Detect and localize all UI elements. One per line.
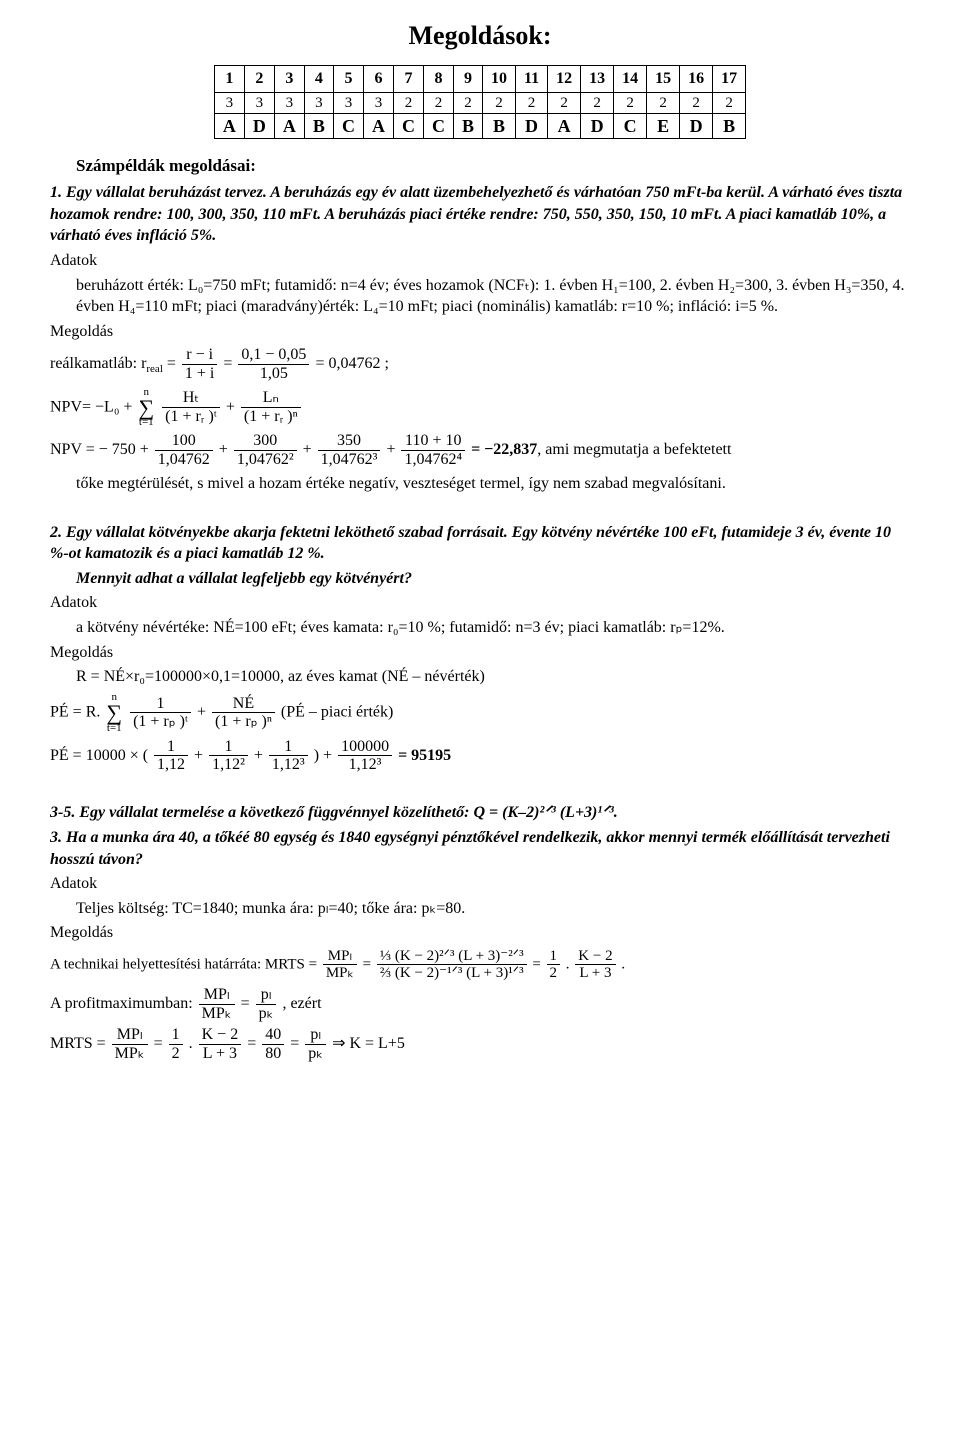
cell: 3: [333, 92, 363, 113]
cell: A: [214, 113, 244, 138]
cell: 2: [244, 66, 274, 93]
cell: D: [515, 113, 547, 138]
eq-pe-formula: PÉ = R. n∑t=1 1(1 + rₚ )ᵗ + NÉ(1 + rₚ )ⁿ…: [50, 692, 910, 734]
cell: D: [581, 113, 614, 138]
cell: 2: [548, 92, 581, 113]
cell: A: [274, 113, 304, 138]
cell: 2: [614, 92, 647, 113]
cell: 3: [244, 92, 274, 113]
cell: 3: [214, 92, 244, 113]
cell: 3: [274, 66, 304, 93]
cell: 14: [614, 66, 647, 93]
cell: 16: [680, 66, 713, 93]
cell: D: [244, 113, 274, 138]
label-megoldas: Megoldás: [50, 321, 910, 343]
eq-annual-interest: R = NÉ×r₀=100000×0,1=10000, az éves kama…: [76, 666, 910, 688]
cell: D: [680, 113, 713, 138]
cell: 17: [713, 66, 746, 93]
cell: 6: [363, 66, 393, 93]
problem-2-data: a kötvény névértéke: NÉ=100 eFt; éves ka…: [76, 617, 910, 639]
cell: 8: [423, 66, 453, 93]
eq-npv-numeric: NPV = − 750 + 1001,04762 + 3001,04762² +…: [50, 432, 910, 468]
cell: C: [393, 113, 423, 138]
eq-npv-formula: NPV= −L₀ + n∑t=1 Hₜ(1 + rᵣ )ᵗ + Lₙ(1 + r…: [50, 387, 910, 429]
eq-mrts: A technikai helyettesítési határráta: MR…: [50, 948, 910, 982]
cell: 7: [393, 66, 423, 93]
cell: 2: [581, 92, 614, 113]
problem-3-5-stmt: 3-5. Egy vállalat termelése a következő …: [50, 802, 910, 824]
cell: 2: [515, 92, 547, 113]
problem-3-data: Teljes költség: TC=1840; munka ára: pₗ=4…: [76, 898, 910, 920]
cell: C: [423, 113, 453, 138]
eq-real-rate: reálkamatláb: rreal = r − i1 + i = 0,1 −…: [50, 346, 910, 382]
label-adatok-3: Adatok: [50, 873, 910, 895]
problem-3-stmt: 3. Ha a munka ára 40, a tőkéé 80 egység …: [50, 827, 910, 870]
eq-pe-numeric: PÉ = 10000 × ( 11,12 + 11,12² + 11,12³ )…: [50, 738, 910, 774]
cell: 15: [647, 66, 680, 93]
label-megoldas-2: Megoldás: [50, 642, 910, 664]
label-megoldas-3: Megoldás: [50, 922, 910, 944]
cell: C: [333, 113, 363, 138]
section-heading: Számpéldák megoldásai:: [76, 155, 910, 178]
cell: C: [614, 113, 647, 138]
problem-1-stmt: 1. Egy vállalat beruházást tervez. A ber…: [50, 182, 910, 247]
cell: A: [363, 113, 393, 138]
cell: 2: [393, 92, 423, 113]
eq-profit-max: A profitmaximumban: MPₗMPₖ = pₗpₖ , ezér…: [50, 986, 910, 1022]
cell: B: [453, 113, 482, 138]
cell: 2: [423, 92, 453, 113]
cell: 5: [333, 66, 363, 93]
cell: E: [647, 113, 680, 138]
cell: 3: [363, 92, 393, 113]
cell: A: [548, 113, 581, 138]
cell: 3: [304, 92, 333, 113]
cell: 2: [453, 92, 482, 113]
cell: B: [304, 113, 333, 138]
cell: 4: [304, 66, 333, 93]
cell: 12: [548, 66, 581, 93]
cell: 2: [680, 92, 713, 113]
answer-table: 1234567891011121314151617 33333322222222…: [214, 65, 746, 139]
problem-1-data: beruházott érték: L₀=750 mFt; futamidő: …: [76, 275, 910, 318]
label-adatok: Adatok: [50, 250, 910, 272]
page-title: Megoldások:: [50, 18, 910, 53]
cell: 2: [482, 92, 515, 113]
eq-mrts-final: MRTS = MPₗMPₖ = 12 . K − 2L + 3 = 4080 =…: [50, 1026, 910, 1062]
cell: 9: [453, 66, 482, 93]
cell: 2: [647, 92, 680, 113]
problem-2-stmt-a: 2. Egy vállalat kötvényekbe akarja fekte…: [50, 522, 910, 565]
cell: 13: [581, 66, 614, 93]
label-adatok-2: Adatok: [50, 592, 910, 614]
cell: B: [482, 113, 515, 138]
cell: 10: [482, 66, 515, 93]
cell: 2: [713, 92, 746, 113]
problem-1-conclusion: tőke megtérülését, s mivel a hozam érték…: [76, 473, 910, 495]
cell: B: [713, 113, 746, 138]
cell: 11: [515, 66, 547, 93]
problem-2-stmt-b: Mennyit adhat a vállalat legfeljebb egy …: [76, 568, 910, 590]
cell: 1: [214, 66, 244, 93]
cell: 3: [274, 92, 304, 113]
